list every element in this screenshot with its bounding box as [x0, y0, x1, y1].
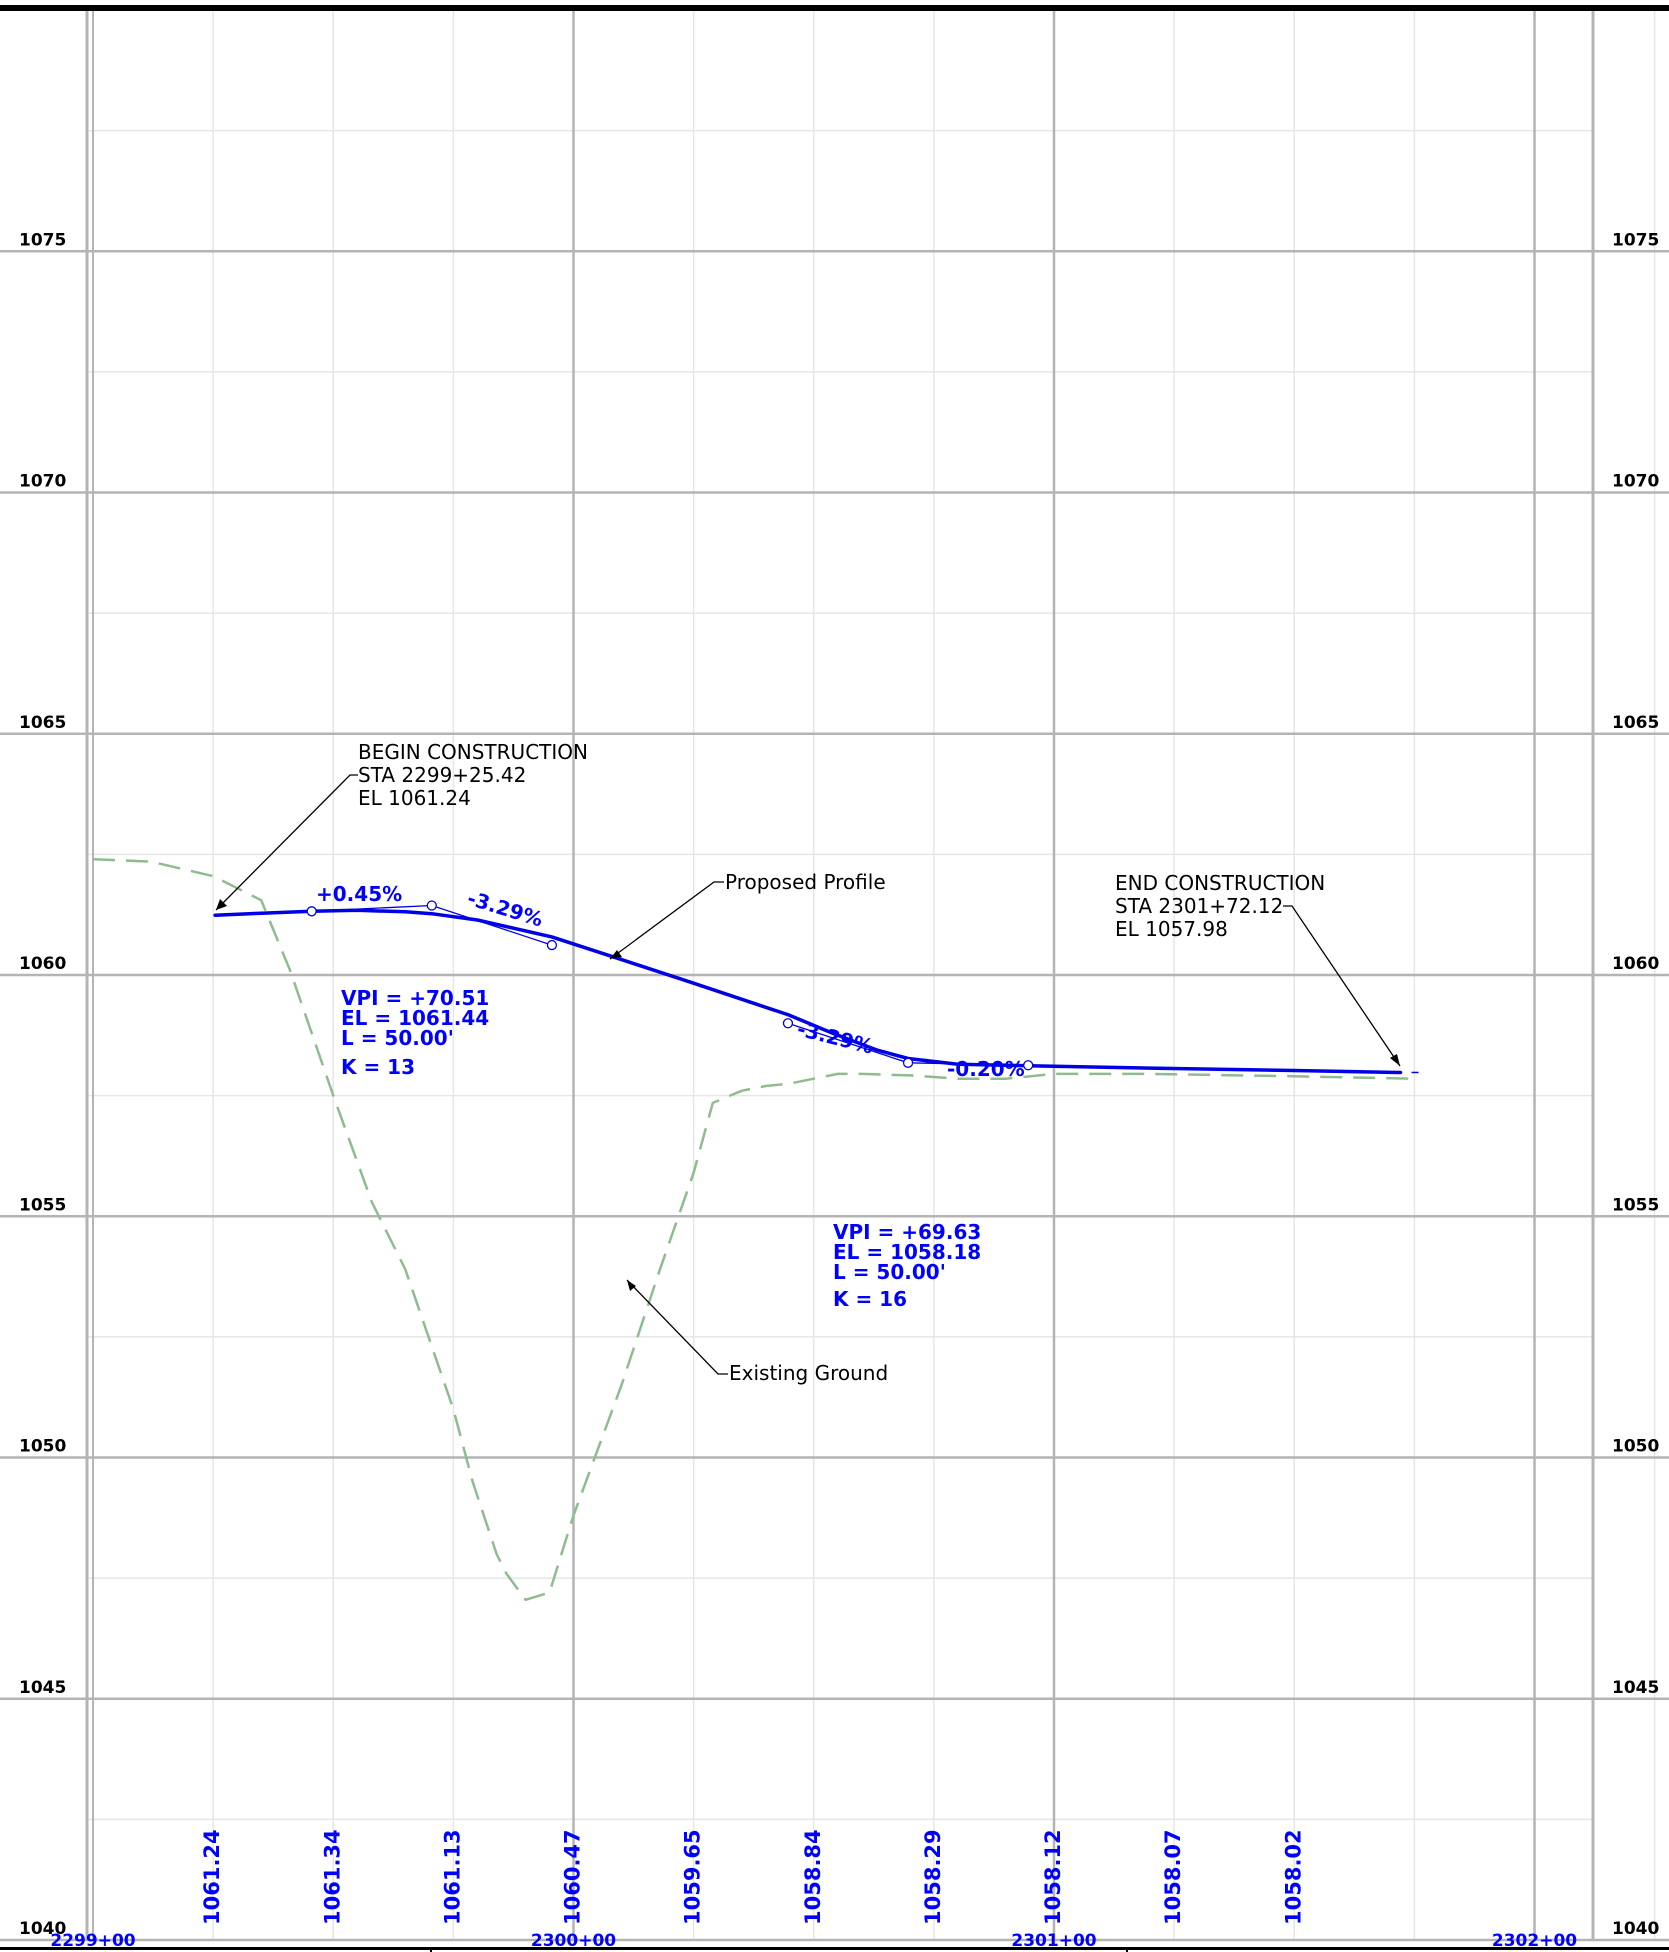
proposed-profile-label: Proposed Profile	[725, 870, 886, 894]
profile-elevation-label: 1061.34	[320, 1829, 344, 1925]
elevation-tick-label-right: 1070	[1612, 472, 1659, 492]
curve-1-length: L = 50.00'	[341, 1026, 454, 1050]
top-border	[0, 5, 1669, 11]
pvi-marker	[1024, 1061, 1033, 1070]
curve-1-k: K = 13	[341, 1055, 415, 1079]
elevation-tick-label-left: 1045	[19, 1678, 66, 1698]
pvi-marker	[783, 1019, 792, 1028]
elevation-tick-label-left: 1050	[19, 1437, 66, 1457]
existing-ground-label: Existing Ground	[729, 1361, 888, 1385]
pvi-marker	[427, 901, 436, 910]
begin-line-1: BEGIN CONSTRUCTION	[358, 740, 588, 764]
profile-elevation-label: 1060.47	[561, 1829, 585, 1925]
profile-elevation-label: 1058.02	[1281, 1829, 1305, 1925]
profile-elevation-label: 1058.84	[801, 1829, 825, 1925]
elevation-tick-label-left: 1075	[19, 230, 66, 250]
elevation-tick-label-right: 1050	[1612, 1437, 1659, 1457]
pvi-marker	[904, 1058, 913, 1067]
profile-elevation-label: 1058.29	[921, 1829, 945, 1925]
station-tick-label: 2302+00	[1492, 1931, 1577, 1951]
end-line-3: EL 1057.98	[1115, 917, 1228, 941]
curve-2-length: L = 50.00'	[833, 1260, 946, 1284]
station-tick-label: 2301+00	[1011, 1931, 1096, 1951]
elevation-tick-label-right: 1065	[1612, 713, 1659, 733]
elevation-tick-label-left: 1070	[19, 472, 66, 492]
elevation-tick-label-right: 1060	[1612, 954, 1659, 974]
elevation-tick-label-left: 1065	[19, 713, 66, 733]
curve-2-k: K = 16	[833, 1287, 907, 1311]
profile-elevation-label: 1058.12	[1041, 1829, 1065, 1925]
begin-line-3: EL 1061.24	[358, 786, 471, 810]
profile-elevation-label: 1058.07	[1161, 1829, 1185, 1925]
elevation-tick-label-right: 1045	[1612, 1678, 1659, 1698]
end-line-1: END CONSTRUCTION	[1115, 871, 1325, 895]
elevation-tick-label-right: 1055	[1612, 1195, 1659, 1215]
grade-label-1: +0.45%	[316, 882, 402, 906]
pvi-marker	[547, 941, 556, 950]
elevation-tick-label-right: 1075	[1612, 230, 1659, 250]
elevation-tick-label-right: 1040	[1612, 1919, 1659, 1939]
begin-line-2: STA 2299+25.42	[358, 763, 526, 787]
pvi-marker	[307, 907, 316, 916]
profile-elevation-label: 1061.24	[200, 1829, 224, 1925]
station-tick-label: 2300+00	[531, 1931, 616, 1951]
end-line-2: STA 2301+72.12	[1115, 894, 1283, 918]
profile-elevation-label: 1061.13	[440, 1829, 464, 1925]
grade-label-4: -0.20%	[947, 1057, 1025, 1081]
elevation-tick-label-left: 1055	[19, 1195, 66, 1215]
station-tick-label: 2299+00	[50, 1931, 135, 1951]
elevation-tick-label-left: 1060	[19, 954, 66, 974]
profile-elevation-label: 1059.65	[681, 1829, 705, 1925]
